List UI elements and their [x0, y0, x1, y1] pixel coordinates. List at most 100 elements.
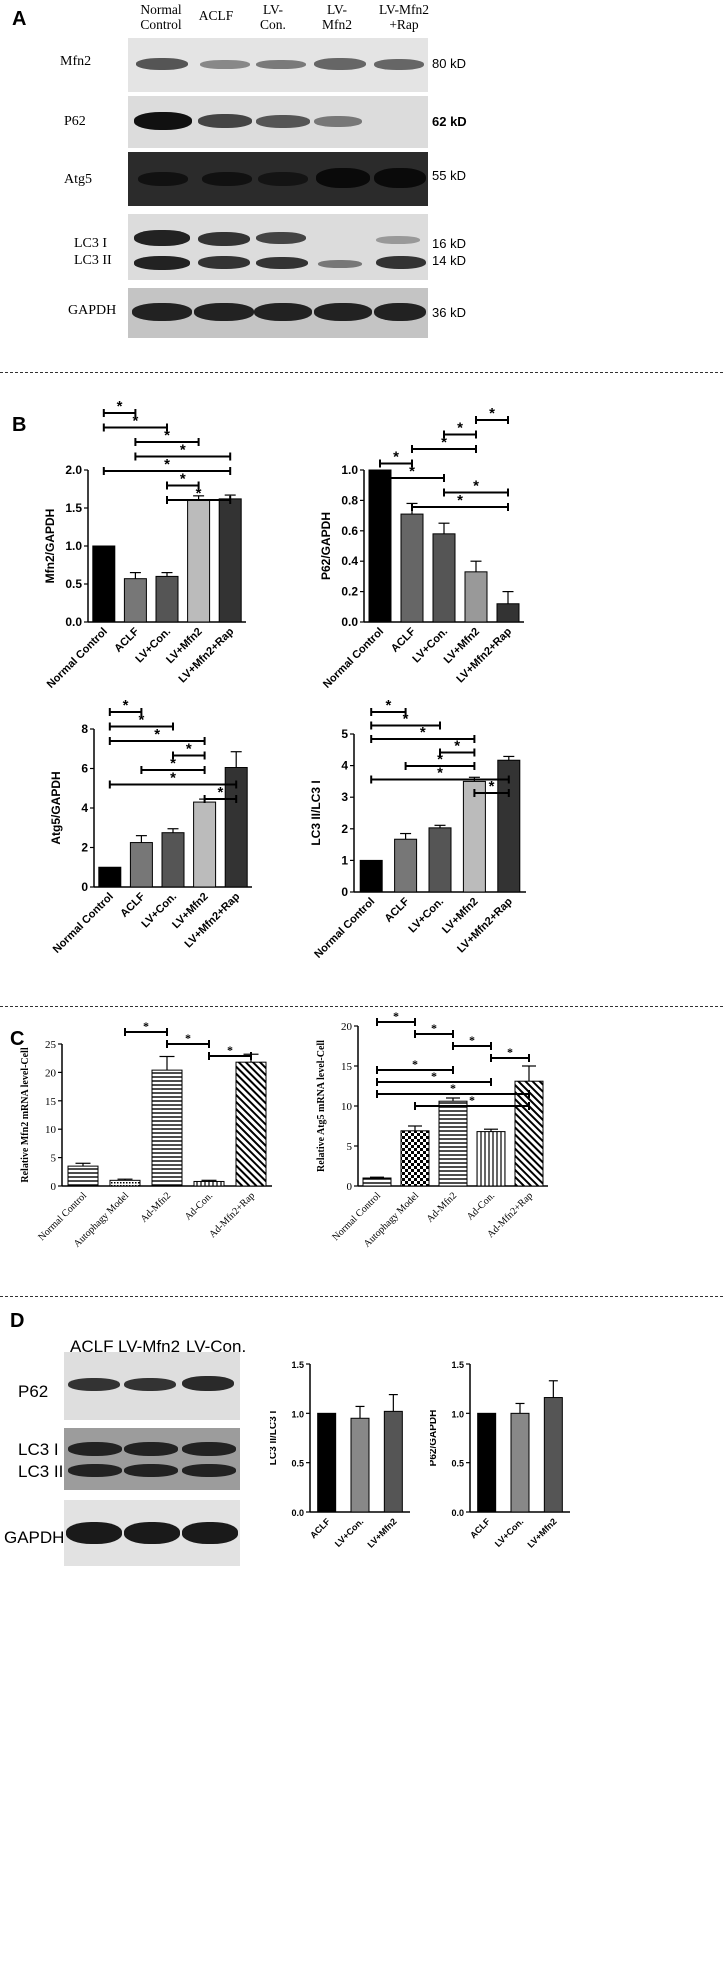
bar	[218, 498, 242, 623]
y-tick-label: 10	[45, 1124, 57, 1136]
bar	[438, 1100, 468, 1187]
divider-cd	[0, 1296, 723, 1297]
y-tick-label: 8	[81, 722, 88, 736]
lane-label: LV-Mfn2 +Rap	[378, 2, 429, 32]
lane-label-d: LV-Mfn2	[118, 1337, 181, 1356]
bar	[477, 1412, 497, 1513]
lane-label: ACLF	[198, 8, 234, 23]
y-tick-label: 0.5	[65, 577, 82, 591]
significance-label: *	[431, 1021, 437, 1035]
blot-lc3	[128, 214, 428, 280]
category-label: ACLF	[118, 890, 147, 919]
significance-label: *	[217, 784, 223, 801]
blot-label-atg5: Atg5	[64, 172, 92, 187]
bar	[129, 842, 153, 888]
significance-label: *	[154, 726, 160, 743]
significance-label: *	[450, 1081, 456, 1095]
blot-p62	[128, 96, 428, 148]
significance-label: *	[227, 1043, 233, 1057]
chart-d-lc3ii-lc3i: 0.0 0.5 1.0 1.5 LC3 II/LC3 I ACLFLV+Con.LV+Mf…	[270, 1360, 410, 1550]
bar	[462, 780, 486, 893]
y-tick-label: 0.5	[291, 1459, 304, 1469]
category-label: ACLF	[382, 895, 411, 924]
significance-label: *	[469, 1033, 475, 1047]
bar	[317, 1412, 337, 1513]
category-label: LV+Mfn2	[365, 1516, 398, 1549]
y-tick-label: 0.2	[341, 585, 358, 599]
significance-label: *	[441, 434, 447, 451]
kd-lc3i: 16 kD	[432, 236, 466, 251]
category-label: LV+Mfn2	[525, 1516, 558, 1549]
kd-p62: 62 kD	[432, 114, 467, 129]
kd-gapdh: 36 kD	[432, 305, 466, 320]
chart-d-p62-gapdh: 0.0 0.5 1.0 1.5 P62/GAPDH ACLF LV+Con. LV+Mfn2	[430, 1360, 570, 1550]
category-label: LV+Mfn2+Rap	[183, 890, 243, 950]
bar	[394, 838, 418, 893]
y-tick-label: 2.0	[65, 463, 82, 477]
significance-label: *	[469, 1093, 475, 1107]
y-tick-label: 0.5	[451, 1459, 464, 1469]
y-tick-label: 25	[45, 1039, 57, 1051]
lane-label-d: LV-Con.	[186, 1337, 247, 1356]
category-label: ACLF	[389, 625, 418, 654]
y-tick-label: 4	[341, 759, 348, 773]
y-tick-label: 1.5	[451, 1360, 464, 1370]
kd-lc3ii: 14 kD	[432, 253, 466, 268]
y-tick-label: 0.4	[341, 554, 358, 568]
bar	[476, 1131, 506, 1187]
y-tick-label: 4	[81, 801, 88, 815]
significance-label: *	[393, 449, 399, 466]
bar	[161, 832, 185, 888]
significance-label: *	[123, 700, 129, 714]
bar	[235, 1061, 267, 1187]
y-axis-label: Relative Mfn2 mRNA level-Cell	[20, 1047, 31, 1182]
bar	[383, 1410, 403, 1513]
panel-a-letter: A	[12, 8, 27, 30]
category-label: LV+Con.	[406, 896, 446, 936]
panel-d-letter: D	[10, 1310, 25, 1332]
blot-label-d-p62: P62	[18, 1382, 49, 1401]
lane-label: LV- Mfn2	[322, 2, 352, 32]
y-tick-label: 20	[45, 1067, 57, 1079]
blot-d-p62	[64, 1352, 240, 1420]
category-label: LV+Mfn2+Rap	[454, 625, 514, 685]
y-tick-label: 1.0	[451, 1409, 464, 1419]
bar	[432, 533, 456, 623]
y-axis-label: Mfn2/GAPDH	[43, 509, 57, 584]
blot-label-p62: P62	[64, 114, 86, 129]
y-tick-label: 0	[347, 1181, 353, 1193]
significance-label: *	[473, 478, 479, 495]
y-tick-label: 15	[45, 1096, 57, 1108]
y-tick-label: 0.8	[341, 493, 358, 507]
significance-label: *	[454, 738, 460, 755]
significance-label: *	[457, 420, 463, 437]
blot-label-d-gapdh: GAPDH	[4, 1528, 65, 1547]
category-label: Ad-Con.	[183, 1190, 215, 1222]
category-label: LV+Mfn2+Rap	[177, 625, 237, 685]
bar	[67, 1165, 99, 1187]
y-tick-label: 1.0	[291, 1409, 304, 1419]
significance-label: *	[185, 1031, 191, 1045]
y-tick-label: 6	[81, 762, 88, 776]
y-tick-label: 0.0	[451, 1508, 464, 1518]
category-label: Normal Control	[51, 891, 116, 956]
category-label: Normal Control	[45, 626, 110, 691]
y-tick-label: 1.5	[65, 501, 82, 515]
y-tick-label: 0.6	[341, 524, 358, 538]
blot-atg5	[128, 152, 428, 206]
significance-label: *	[437, 751, 443, 768]
panel-b-letter: B	[12, 414, 27, 436]
divider-ab	[0, 372, 723, 373]
bar	[350, 1417, 370, 1513]
y-tick-label: 2	[81, 841, 88, 855]
y-tick-label: 0.0	[341, 615, 358, 629]
y-tick-label: 1.0	[65, 539, 82, 553]
blot-label-mfn2: Mfn2	[60, 54, 92, 69]
significance-label: *	[170, 755, 176, 772]
y-axis-label: P62/GAPDH	[319, 512, 333, 580]
significance-label: *	[132, 413, 138, 430]
chart-p62-gapdh: 0.0 0.2 0.4 0.6 0.8 1.0 P62/GAPDH Normal Contro…	[319, 405, 524, 691]
